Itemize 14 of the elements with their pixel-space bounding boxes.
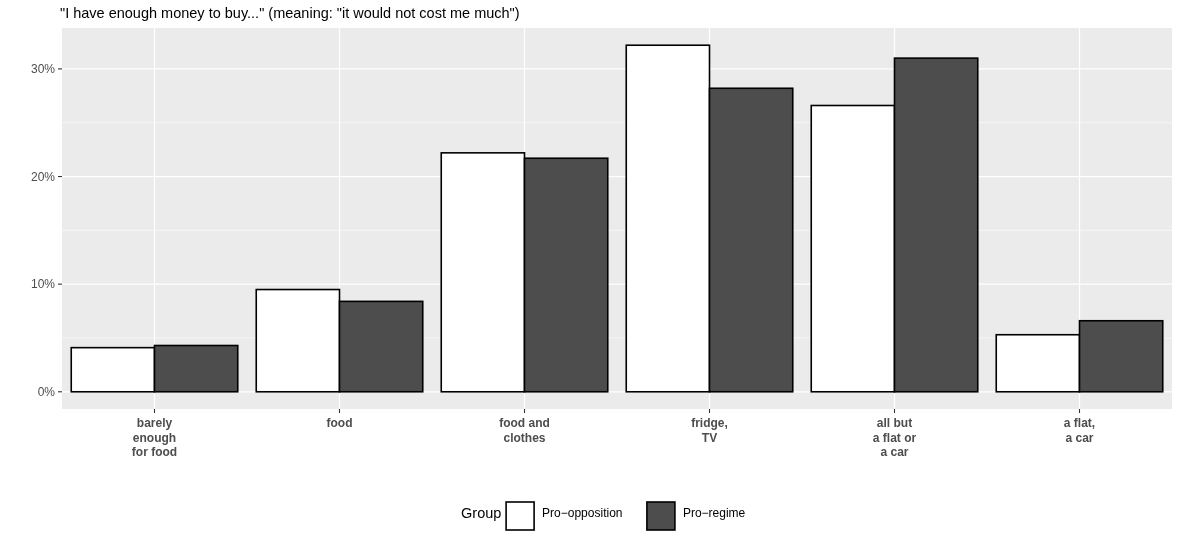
x-tick-label: all but a flat or a car — [872, 416, 917, 459]
chart-title: "I have enough money to buy..." (meaning: "it would not cost me much") — [60, 5, 520, 21]
x-tick-label: barely enough for food — [131, 416, 178, 459]
y-tick-label: 10% — [30, 277, 56, 292]
legend-label: Pro−regime — [682, 506, 746, 520]
y-tick-label: 0% — [37, 384, 56, 399]
x-tick-label: food — [326, 416, 353, 430]
legend-label: Pro−opposition — [542, 506, 623, 520]
x-tick-label: a flat, a car — [1063, 416, 1096, 445]
x-tick-label: fridge, TV — [691, 416, 728, 445]
y-tick-label: 30% — [30, 62, 56, 77]
legend-title: Group — [461, 505, 502, 521]
y-tick-label: 20% — [30, 169, 56, 184]
x-tick-label: food and clothes — [499, 416, 550, 445]
